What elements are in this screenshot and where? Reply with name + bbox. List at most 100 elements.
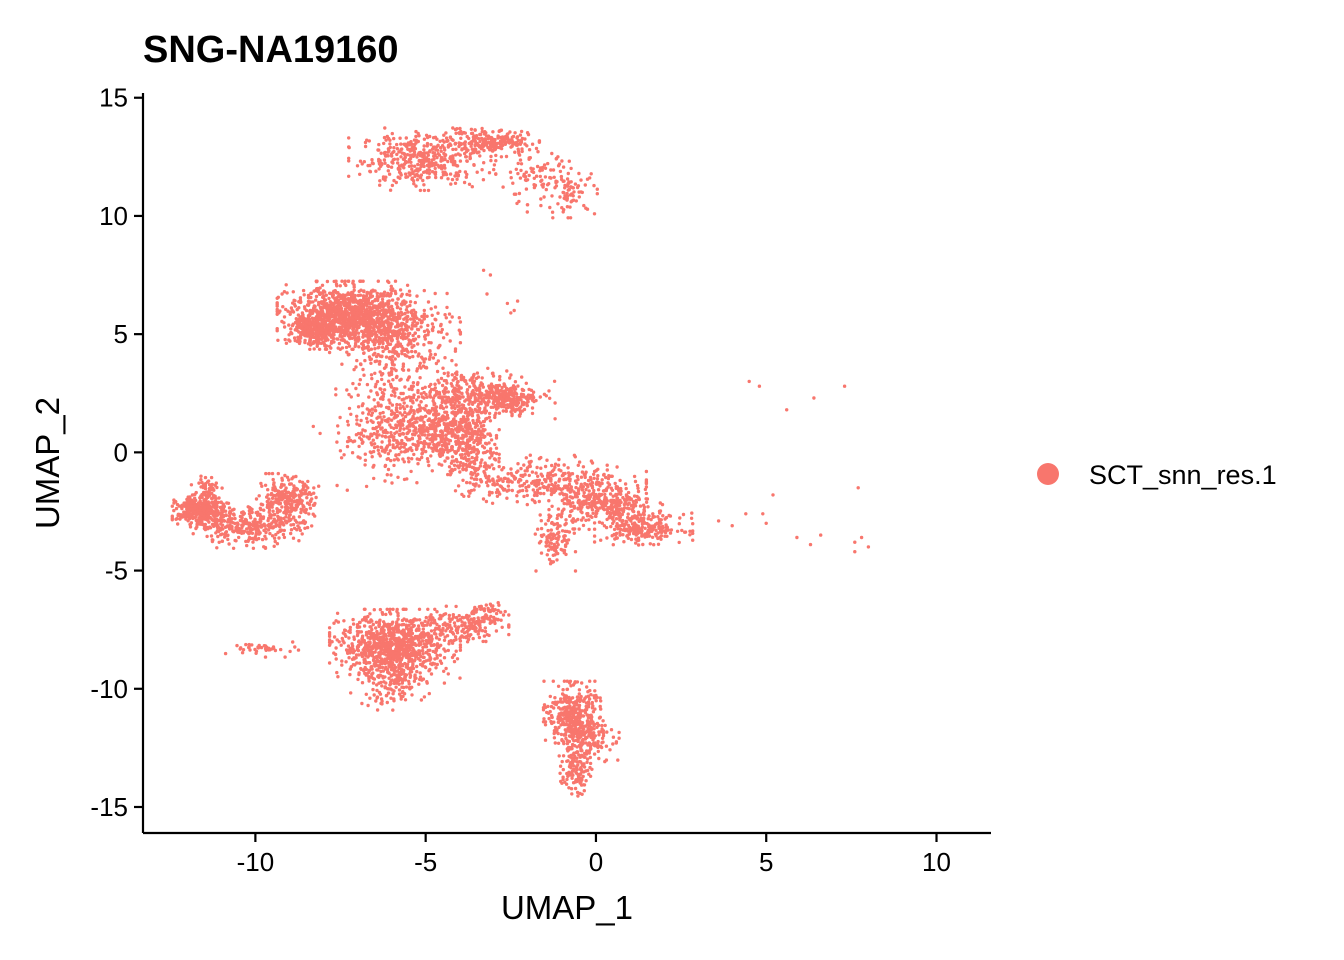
- scatter-point: [358, 280, 361, 283]
- scatter-point: [425, 436, 428, 439]
- scatter-point: [589, 515, 592, 518]
- scatter-point: [362, 290, 365, 293]
- scatter-point: [424, 366, 427, 369]
- scatter-point: [546, 476, 549, 479]
- scatter-point: [407, 325, 410, 328]
- scatter-point: [622, 540, 625, 543]
- scatter-point: [431, 148, 434, 151]
- scatter-point: [426, 176, 429, 179]
- scatter-point: [336, 318, 339, 321]
- scatter-point: [625, 498, 628, 501]
- scatter-point: [345, 346, 348, 349]
- scatter-point: [586, 483, 589, 486]
- scatter-point: [505, 497, 508, 500]
- scatter-point: [373, 338, 376, 341]
- scatter-point: [382, 415, 385, 418]
- scatter-point: [430, 420, 433, 423]
- scatter-point: [645, 485, 648, 488]
- scatter-point: [516, 172, 519, 175]
- scatter-point: [375, 334, 378, 337]
- scatter-point: [440, 150, 443, 153]
- scatter-point: [482, 436, 485, 439]
- scatter-point: [434, 386, 437, 389]
- scatter-point: [440, 176, 443, 179]
- scatter-point: [334, 301, 337, 304]
- scatter-point: [593, 504, 596, 507]
- scatter-point: [482, 161, 485, 164]
- scatter-point: [647, 525, 650, 528]
- scatter-point: [398, 429, 401, 432]
- scatter-point: [375, 417, 378, 420]
- scatter-point: [405, 293, 408, 296]
- scatter-point: [462, 464, 465, 467]
- scatter-point: [413, 175, 416, 178]
- scatter-point: [548, 206, 551, 209]
- scatter-point: [364, 141, 367, 144]
- scatter-point: [597, 488, 600, 491]
- scatter-point: [362, 352, 365, 355]
- scatter-point: [357, 326, 360, 329]
- scatter-point: [664, 523, 667, 526]
- scatter-point: [473, 468, 476, 471]
- scatter-point: [346, 306, 349, 309]
- scatter-point: [498, 378, 501, 381]
- scatter-point: [403, 153, 406, 156]
- scatter-point: [314, 336, 317, 339]
- scatter-point: [593, 521, 596, 524]
- scatter-point: [469, 409, 472, 412]
- scatter-point: [569, 510, 572, 513]
- scatter-point: [445, 456, 448, 459]
- scatter-point: [373, 405, 376, 408]
- scatter-point: [474, 408, 477, 411]
- scatter-point: [461, 434, 464, 437]
- scatter-point: [410, 327, 413, 330]
- scatter-point: [460, 132, 463, 135]
- scatter-point: [468, 481, 471, 484]
- scatter-point: [308, 322, 311, 325]
- scatter-point: [371, 411, 374, 414]
- scatter-point: [308, 328, 311, 331]
- scatter-point: [578, 499, 581, 502]
- scatter-point: [344, 284, 347, 287]
- scatter-point: [330, 301, 333, 304]
- scatter-point: [451, 373, 454, 376]
- scatter-point: [423, 189, 426, 192]
- scatter-point: [371, 421, 374, 424]
- scatter-point: [397, 396, 400, 399]
- scatter-point: [537, 483, 540, 486]
- scatter-point: [557, 468, 560, 471]
- scatter-point: [393, 458, 396, 461]
- scatter-point: [380, 446, 383, 449]
- scatter-point: [473, 128, 476, 131]
- scatter-point: [392, 179, 395, 182]
- scatter-point: [438, 344, 441, 347]
- scatter-point: [545, 459, 548, 462]
- scatter-point: [576, 507, 579, 510]
- scatter-point: [465, 464, 468, 467]
- scatter-point: [471, 412, 474, 415]
- scatter-point: [611, 489, 614, 492]
- scatter-point: [596, 477, 599, 480]
- scatter-point: [411, 355, 414, 358]
- scatter-point: [357, 345, 360, 348]
- scatter-point: [417, 132, 420, 135]
- scatter-point: [558, 478, 561, 481]
- scatter-point: [387, 281, 390, 284]
- scatter-point: [391, 338, 394, 341]
- scatter-point: [468, 385, 471, 388]
- scatter-point: [523, 142, 526, 145]
- scatter-point: [431, 170, 434, 173]
- scatter-point: [578, 527, 581, 530]
- scatter-point: [387, 468, 390, 471]
- scatter-point: [476, 419, 479, 422]
- scatter-point: [542, 485, 545, 488]
- scatter-point: [299, 300, 302, 303]
- scatter-point: [562, 210, 565, 213]
- scatter-point: [336, 328, 339, 331]
- scatter-point: [659, 518, 662, 521]
- scatter-point: [445, 306, 448, 309]
- scatter-point: [463, 407, 466, 410]
- scatter-point: [457, 466, 460, 469]
- scatter-point: [507, 388, 510, 391]
- scatter-point: [414, 324, 417, 327]
